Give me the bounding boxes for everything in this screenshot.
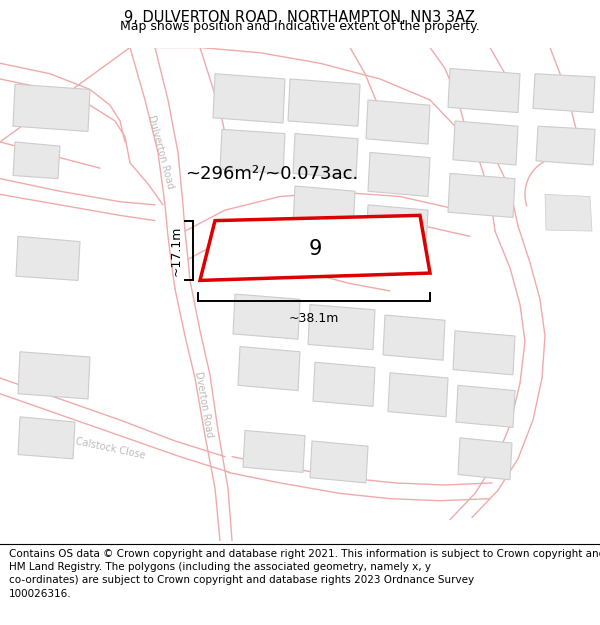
- Polygon shape: [200, 216, 430, 281]
- Polygon shape: [243, 431, 305, 472]
- Polygon shape: [453, 331, 515, 375]
- Polygon shape: [533, 74, 595, 112]
- Polygon shape: [220, 129, 285, 173]
- Text: ~38.1m: ~38.1m: [289, 312, 339, 325]
- Polygon shape: [293, 134, 358, 179]
- Polygon shape: [233, 294, 300, 339]
- Polygon shape: [388, 372, 448, 417]
- Polygon shape: [545, 194, 592, 231]
- Text: Map shows position and indicative extent of the property.: Map shows position and indicative extent…: [120, 20, 480, 33]
- Polygon shape: [13, 142, 60, 179]
- Text: ~17.1m: ~17.1m: [170, 226, 183, 276]
- Polygon shape: [366, 100, 430, 144]
- Polygon shape: [308, 304, 375, 349]
- Polygon shape: [448, 69, 520, 112]
- Text: Calstock Close: Calstock Close: [74, 436, 146, 461]
- Polygon shape: [288, 79, 360, 126]
- Polygon shape: [536, 126, 595, 165]
- Polygon shape: [293, 186, 355, 231]
- Polygon shape: [13, 84, 90, 131]
- Polygon shape: [18, 417, 75, 459]
- Polygon shape: [456, 386, 515, 428]
- Polygon shape: [310, 441, 368, 483]
- Text: 9: 9: [308, 239, 322, 259]
- Polygon shape: [383, 315, 445, 360]
- Polygon shape: [313, 362, 375, 406]
- Text: 9, DULVERTON ROAD, NORTHAMPTON, NN3 3AZ: 9, DULVERTON ROAD, NORTHAMPTON, NN3 3AZ: [125, 11, 476, 26]
- Text: ~296m²/~0.073ac.: ~296m²/~0.073ac.: [185, 164, 358, 182]
- Polygon shape: [448, 173, 515, 218]
- Polygon shape: [368, 152, 430, 196]
- Text: Dulverton Road: Dulverton Road: [146, 114, 176, 191]
- Polygon shape: [16, 236, 80, 281]
- Text: Dverton Road: Dverton Road: [193, 371, 215, 438]
- Polygon shape: [213, 74, 285, 123]
- Polygon shape: [366, 205, 428, 249]
- Polygon shape: [453, 121, 518, 165]
- Text: Contains OS data © Crown copyright and database right 2021. This information is : Contains OS data © Crown copyright and d…: [9, 549, 600, 599]
- Polygon shape: [18, 352, 90, 399]
- Polygon shape: [238, 346, 300, 391]
- Polygon shape: [458, 438, 512, 480]
